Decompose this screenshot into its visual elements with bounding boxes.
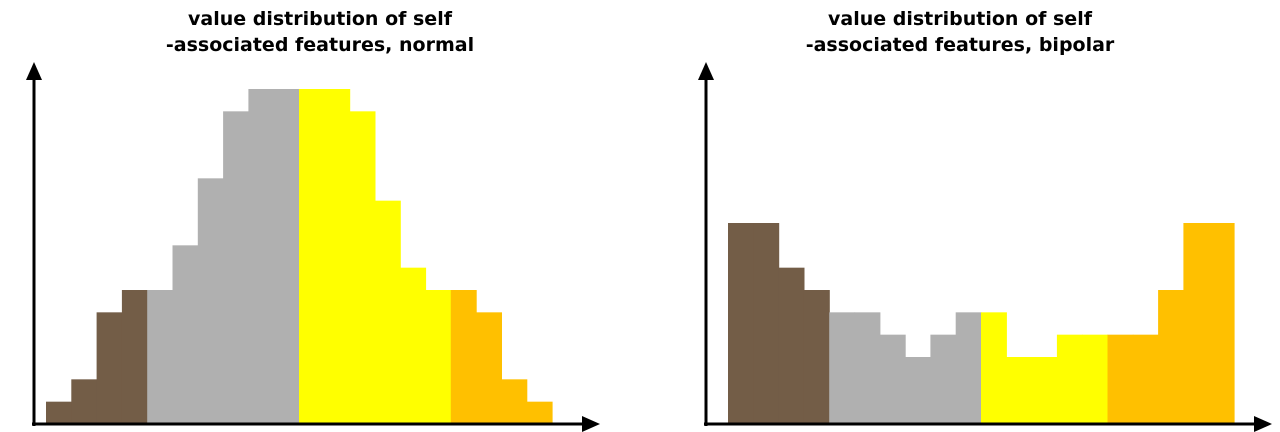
histogram-bar: [1132, 334, 1159, 424]
histogram-bar: [96, 312, 123, 424]
histogram-bar: [1082, 334, 1109, 424]
histogram-bar: [147, 290, 174, 424]
histogram-bar: [476, 312, 502, 424]
histogram-normal: [26, 62, 600, 432]
chart-title: value distribution of self -associated f…: [0, 6, 640, 58]
histogram-bar: [374, 200, 401, 424]
histogram-bar: [349, 111, 376, 424]
chart-panel-bipolar: value distribution of self -associated f…: [640, 0, 1280, 432]
chart-title-line-2: -associated features, bipolar: [805, 34, 1115, 56]
histogram-bar: [248, 89, 275, 424]
histogram-bar: [172, 245, 199, 424]
histogram-bar: [425, 290, 452, 424]
chart-title-line-1: value distribution of self: [188, 8, 452, 30]
histogram-bar: [501, 379, 528, 424]
histogram-bar: [728, 223, 754, 424]
histogram-bar: [955, 312, 982, 424]
histogram-bar: [1107, 334, 1134, 424]
histogram-bipolar: [698, 62, 1272, 432]
histogram-bar: [879, 334, 906, 424]
histogram-bar: [905, 357, 931, 424]
histogram-bar: [450, 290, 477, 424]
histogram-bar: [854, 312, 881, 424]
histogram-bar: [223, 111, 249, 424]
histogram-bar: [299, 89, 325, 424]
chart-panel-normal: value distribution of self -associated f…: [0, 6, 640, 432]
histogram-bar: [1006, 357, 1033, 424]
histogram-bar: [400, 267, 427, 424]
histogram-bar: [526, 401, 553, 424]
histogram-bar: [1056, 334, 1083, 424]
histogram-bar: [71, 379, 98, 424]
histogram-bar: [197, 178, 224, 424]
histogram-bar: [324, 89, 351, 424]
histogram-bar: [1031, 357, 1058, 424]
x-axis-arrow-icon: [582, 416, 600, 432]
histogram-bar: [1158, 290, 1184, 424]
histogram-bar: [1208, 223, 1235, 424]
histogram-bar: [778, 267, 805, 424]
chart-title-line-1: value distribution of self: [828, 8, 1092, 30]
histogram-bar: [930, 334, 957, 424]
chart-title: value distribution of self -associated f…: [640, 6, 1280, 58]
y-axis-arrow-icon: [698, 62, 714, 80]
histogram-bar: [121, 290, 148, 424]
y-axis-arrow-icon: [26, 62, 42, 80]
chart-title-line-2: -associated features, normal: [165, 34, 475, 56]
histogram-bar: [1183, 223, 1210, 424]
x-axis-arrow-icon: [1254, 416, 1272, 432]
histogram-bar: [46, 401, 72, 424]
histogram-bar: [981, 312, 1007, 424]
histogram-bar: [829, 312, 856, 424]
histogram-bar: [273, 89, 300, 424]
histogram-bar: [753, 223, 780, 424]
histogram-bar: [803, 290, 830, 424]
